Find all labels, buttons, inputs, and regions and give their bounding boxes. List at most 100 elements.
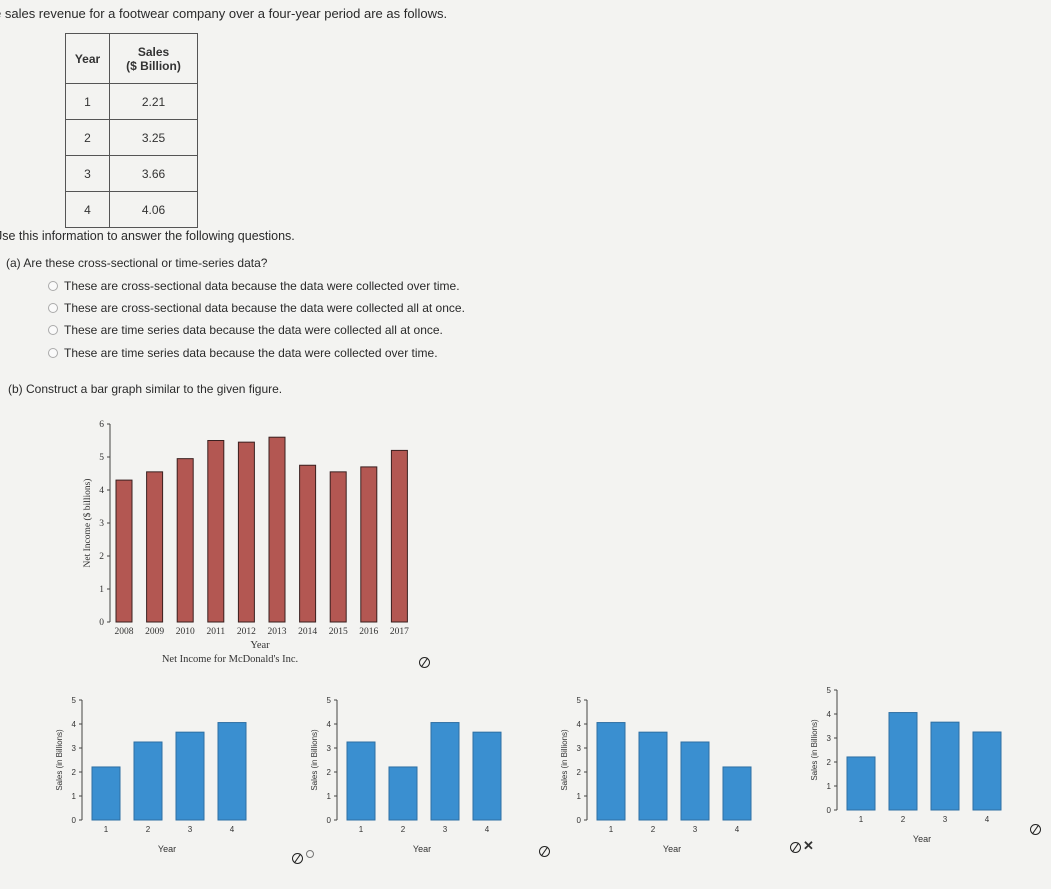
option-label: These are time series data because the d… [64, 323, 443, 337]
answer-chart-2[interactable]: 0 1 2 3 4 5 1 2 3 4 Year Sales (in Billions) [305, 675, 535, 865]
bar [846, 756, 876, 811]
bar [360, 466, 378, 623]
answer-chart-4[interactable]: 0 1 2 3 4 5 1 2 3 4 Year Sales (in Billions) [805, 665, 1035, 855]
answer-chart-3[interactable]: 0 1 2 3 4 5 1 2 3 4 Year Sales (in Billions) [555, 675, 785, 865]
x-axis-label: Year [158, 844, 176, 854]
x-tick-label: 4 [985, 815, 990, 824]
bar [175, 731, 205, 821]
sales-cell: 3.66 [109, 155, 198, 192]
y-tick-label: 2 [577, 768, 582, 777]
option-a-4[interactable]: These are time series data because the d… [48, 346, 438, 360]
x-tick-label: 2012 [237, 627, 256, 637]
y-tick-label: 5 [99, 453, 104, 463]
table-row: 1 2.21 [65, 83, 198, 120]
x-tick-label: 3 [943, 815, 948, 824]
x-tick-label: 3 [443, 825, 448, 834]
sales-cell: 2.21 [109, 83, 198, 120]
radio-ring-icon[interactable] [306, 850, 314, 858]
x-axis-label: Year [913, 834, 931, 844]
bar [972, 731, 1002, 811]
y-tick-label: 3 [327, 744, 332, 753]
x-tick-label: 2009 [145, 627, 164, 637]
option-label: These are time series data because the d… [64, 346, 438, 360]
radio-button[interactable] [48, 348, 58, 358]
info-icon[interactable] [292, 853, 303, 864]
bar [133, 741, 163, 821]
incorrect-x-icon: ✕ [803, 838, 814, 853]
x-tick-label: 2016 [359, 627, 378, 637]
y-tick-label: 1 [72, 792, 77, 801]
radio-button[interactable] [48, 325, 58, 335]
option-a-2[interactable]: These are cross-sectional data because t… [48, 301, 465, 315]
y-tick-label: 5 [577, 696, 582, 705]
bar [237, 441, 255, 623]
y-tick-label: 3 [99, 519, 104, 529]
table-header-sales-unit: ($ Billion) [126, 58, 181, 73]
radio-button[interactable] [48, 281, 58, 291]
x-tick-label: 2013 [268, 627, 287, 637]
sales-table: Year Sales ($ Billion) 1 2.21 2 3.25 3 3… [65, 33, 198, 228]
x-tick-label: 2011 [206, 627, 225, 637]
table-header-sales-label: Sales [137, 44, 170, 59]
x-axis-label: Year [250, 640, 270, 651]
y-tick-label: 3 [72, 744, 77, 753]
table-row: 3 3.66 [65, 155, 198, 192]
bar [430, 722, 460, 821]
table-header-year: Year [65, 33, 110, 84]
bar [390, 449, 408, 623]
info-icon[interactable] [419, 657, 430, 668]
instruction-text: Jse this information to answer the follo… [0, 229, 295, 243]
option-a-3[interactable]: These are time series data because the d… [48, 323, 443, 337]
sales-cell: 4.06 [109, 191, 198, 228]
bar [299, 464, 317, 623]
y-tick-label: 5 [327, 696, 332, 705]
x-tick-label: 4 [230, 825, 235, 834]
question-a-label: (a) Are these cross-sectional or time-se… [6, 256, 268, 270]
y-tick-label: 0 [72, 816, 77, 825]
y-tick-label: 4 [327, 720, 332, 729]
bar [930, 721, 960, 811]
x-axis-label: Year [413, 844, 431, 854]
y-tick-label: 2 [99, 552, 104, 562]
y-tick-label: 0 [827, 806, 832, 815]
chart-caption: Net Income for McDonald's Inc. [162, 654, 298, 665]
bar [115, 479, 133, 623]
table-row: 4 4.06 [65, 191, 198, 228]
x-axis-label: Year [663, 844, 681, 854]
radio-button[interactable] [48, 303, 58, 313]
year-cell: 1 [65, 83, 110, 120]
table-header-sales: Sales ($ Billion) [109, 33, 198, 84]
y-axis-label: Sales (in Billions) [810, 719, 819, 781]
question-b-label: (b) Construct a bar graph similar to the… [8, 382, 283, 396]
year-cell: 2 [65, 119, 110, 156]
x-tick-label: 1 [609, 825, 614, 834]
answer-chart-1[interactable]: 0 1 2 3 4 5 1 2 3 4 Year Sales (in Billions) [50, 675, 280, 865]
y-tick-label: 3 [577, 744, 582, 753]
x-tick-label: 4 [485, 825, 490, 834]
info-icon[interactable] [539, 846, 550, 857]
info-icon[interactable] [1030, 824, 1041, 835]
x-tick-label: 2 [651, 825, 656, 834]
y-tick-label: 2 [72, 768, 77, 777]
option-label: These are cross-sectional data because t… [64, 279, 460, 293]
bar [346, 741, 376, 821]
y-tick-label: 5 [827, 686, 832, 695]
table-row: 2 3.25 [65, 119, 198, 156]
y-tick-label: 2 [327, 768, 332, 777]
y-tick-label: 3 [827, 734, 832, 743]
y-tick-label: 1 [327, 792, 332, 801]
x-tick-label: 4 [735, 825, 740, 834]
y-tick-label: 1 [827, 782, 832, 791]
info-icon[interactable] [790, 842, 801, 853]
x-tick-label: 1 [104, 825, 109, 834]
y-axis-label: Sales (in Billions) [310, 729, 319, 791]
x-tick-label: 2 [901, 815, 906, 824]
x-tick-label: 2 [401, 825, 406, 834]
bar [176, 458, 194, 623]
bar [888, 712, 918, 811]
year-cell: 3 [65, 155, 110, 192]
year-cell: 4 [65, 191, 110, 228]
option-a-1[interactable]: These are cross-sectional data because t… [48, 279, 460, 293]
bar [268, 436, 286, 623]
y-tick-label: 4 [577, 720, 582, 729]
